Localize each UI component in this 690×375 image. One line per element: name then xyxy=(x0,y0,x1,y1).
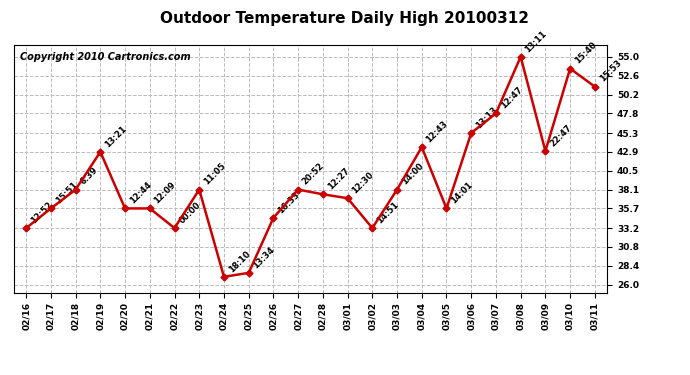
Text: 15:53: 15:53 xyxy=(598,58,623,84)
Text: 14:01: 14:01 xyxy=(449,180,475,206)
Text: 12:30: 12:30 xyxy=(351,170,375,195)
Text: 12:09: 12:09 xyxy=(152,180,178,206)
Text: Copyright 2010 Cartronics.com: Copyright 2010 Cartronics.com xyxy=(20,53,190,62)
Text: 00:00: 00:00 xyxy=(177,200,202,225)
Text: 13:13: 13:13 xyxy=(474,105,499,130)
Text: 15:51: 15:51 xyxy=(54,180,79,206)
Text: 14:00: 14:00 xyxy=(400,162,425,187)
Text: 16:33: 16:33 xyxy=(276,190,302,215)
Text: 18:10: 18:10 xyxy=(227,249,252,274)
Text: Outdoor Temperature Daily High 20100312: Outdoor Temperature Daily High 20100312 xyxy=(161,11,529,26)
Text: 20:52: 20:52 xyxy=(301,162,326,187)
Text: 12:27: 12:27 xyxy=(326,166,351,192)
Text: 11:05: 11:05 xyxy=(202,162,227,187)
Text: 15:40: 15:40 xyxy=(573,40,598,66)
Text: 13:11: 13:11 xyxy=(524,29,549,54)
Text: 14:51: 14:51 xyxy=(375,200,400,225)
Text: 13:21: 13:21 xyxy=(103,124,128,149)
Text: 6:39: 6:39 xyxy=(79,166,99,187)
Text: 22:47: 22:47 xyxy=(548,123,573,148)
Text: 12:52: 12:52 xyxy=(29,200,55,225)
Text: 12:47: 12:47 xyxy=(499,85,524,111)
Text: 12:43: 12:43 xyxy=(424,119,450,144)
Text: 13:34: 13:34 xyxy=(251,245,277,270)
Text: 12:44: 12:44 xyxy=(128,180,153,206)
